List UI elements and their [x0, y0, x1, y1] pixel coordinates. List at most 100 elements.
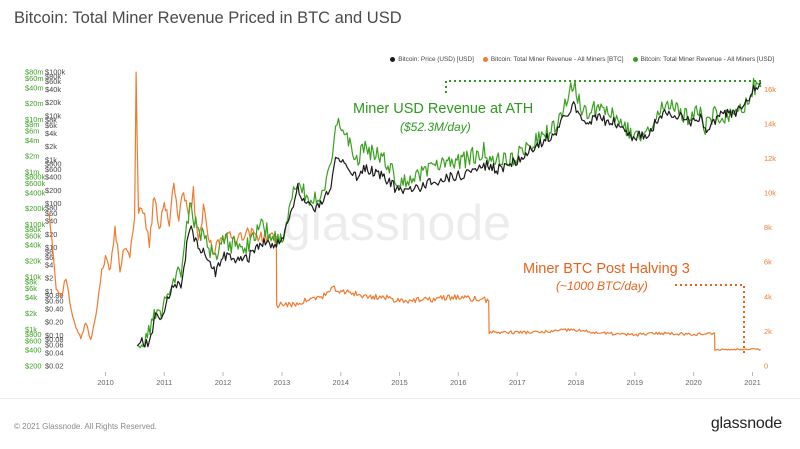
legend-label-price: Bitcoin: Price (USD) [USD] [398, 56, 474, 63]
legend-item-usd-revenue[interactable]: Bitcoin: Total Miner Revenue - All Miner… [632, 56, 774, 63]
price-tick-label: $1k [45, 155, 57, 164]
price-tick-label: $40 [45, 217, 57, 226]
price-tick-label: $60k [45, 77, 61, 86]
x-tick-label: 2010 [97, 378, 113, 387]
usd-revenue-tick-label: $40m [25, 83, 44, 92]
annotation-halving: Miner BTC Post Halving 3 [523, 261, 690, 277]
btc-revenue-tick-label: 2k [764, 327, 772, 336]
ath-annotation-connector [445, 80, 761, 93]
usd-revenue-tick-label: $100k [25, 220, 45, 229]
legend-item-price[interactable]: Bitcoin: Price (USD) [USD] [390, 56, 474, 63]
price-tick-label: $40k [45, 85, 61, 94]
price-tick-label: $4k [45, 129, 57, 138]
usd-revenue-tick-label: $200k [25, 204, 45, 213]
y-axis-usd-revenue: $80m$60m$40m $20m $10m$8m$6m$4m $2m $1m$800k… [25, 68, 45, 371]
price-tick-label: $2k [45, 142, 57, 151]
usd-revenue-tick-label: $4k [25, 293, 37, 302]
btc-revenue-tick-label: 4k [764, 292, 772, 301]
x-axis: 2010 2011 2012 2013 2014 2015 2016 2017 2018 2019… [97, 372, 761, 387]
usd-revenue-tick-label: $8k [25, 277, 37, 286]
price-tick-label: $80k [45, 72, 61, 81]
price-tick-label: $0.40 [45, 304, 64, 313]
price-tick-label: $10 [45, 243, 57, 252]
price-tick-label: $0.06 [45, 341, 64, 350]
price-tick-label: $200 [45, 186, 61, 195]
halving-annotation-connector [675, 284, 745, 355]
price-tick-label: $0.04 [45, 348, 64, 357]
usd-revenue-tick-label: $80k [25, 225, 41, 234]
price-tick-label: $8 [45, 247, 53, 256]
x-tick-label: 2020 [685, 378, 701, 387]
footer-copyright: © 2021 Glassnode. All Rights Reserved. [14, 422, 157, 431]
price-tick-label: $80 [45, 203, 57, 212]
btc-revenue-series-line [47, 71, 761, 351]
price-tick-label: $800 [45, 160, 61, 169]
btc-revenue-tick-label: 8k [764, 223, 772, 232]
usd-revenue-tick-label: $2k [25, 309, 37, 318]
series-layer [47, 71, 762, 351]
price-tick-label: $400 [45, 173, 61, 182]
legend-dot-usd-revenue [632, 57, 638, 62]
usd-revenue-tick-label: $6m [25, 127, 39, 136]
price-tick-label: $6k [45, 121, 57, 130]
price-tick-label: $600 [45, 165, 61, 174]
price-tick-label: $8k [45, 116, 57, 125]
legend-label-btc-revenue: Bitcoin: Total Miner Revenue - All Miner… [490, 56, 624, 63]
btc-revenue-tick-label: 16k [764, 85, 776, 94]
usd-revenue-tick-label: $20k [25, 257, 41, 266]
legend-dot-btc-revenue [482, 57, 488, 62]
usd-revenue-tick-label: $200 [25, 362, 41, 371]
x-tick-label: 2021 [744, 378, 760, 387]
price-tick-label: $10k [45, 111, 61, 120]
price-tick-label: $1 [45, 287, 53, 296]
footer-brand-logo: glassnode [710, 415, 782, 432]
chart-plot-area: glassnode $80m$60m$40m$20m$10m$8m$6m$4m$… [25, 68, 776, 388]
price-tick-label: $0.02 [45, 362, 64, 371]
x-tick-label: 2016 [450, 378, 466, 387]
price-tick-label: $0.80 [45, 291, 64, 300]
price-tick-label: $60 [45, 209, 57, 218]
price-tick-label: $2 [45, 274, 53, 283]
annotation-usd-ath-value: ($52.3M/day) [400, 120, 471, 134]
usd-revenue-tick-label: $1k [25, 325, 37, 334]
usd-revenue-tick-label: $600k [25, 179, 45, 188]
usd-revenue-tick-label: $600 [25, 336, 41, 345]
y-axis-price: $100k$80k$60k$40k $20k $10k$8k$6k$4k $2k $1k… [45, 68, 65, 371]
x-tick-label: 2014 [333, 378, 349, 387]
usd-revenue-tick-label: $800 [25, 330, 41, 339]
usd-revenue-tick-label: $10m [25, 115, 44, 124]
price-tick-label: $0.08 [45, 335, 64, 344]
legend-label-usd-revenue: Bitcoin: Total Miner Revenue - All Miner… [640, 56, 774, 63]
price-tick-label: $0.20 [45, 318, 64, 327]
btc-revenue-tick-label: 6k [764, 258, 772, 267]
price-tick-label: $6 [45, 253, 53, 262]
usd-revenue-tick-label: $6k [25, 284, 37, 293]
x-tick-label: 2012 [215, 378, 231, 387]
usd-revenue-tick-label: $4m [25, 136, 39, 145]
watermark: glassnode [283, 195, 511, 251]
price-tick-label: $0.60 [45, 297, 64, 306]
legend-item-btc-revenue[interactable]: Bitcoin: Total Miner Revenue - All Miner… [482, 56, 624, 63]
usd-revenue-tick-label: $60m [25, 74, 44, 83]
btc-revenue-tick-label: 10k [764, 189, 776, 198]
x-tick-label: 2017 [509, 378, 525, 387]
usd-revenue-tick-label: $10k [25, 272, 41, 281]
footer-divider [0, 398, 800, 399]
usd-revenue-tick-label: $800k [25, 172, 45, 181]
price-tick-label: $20k [45, 98, 61, 107]
price-tick-label: $100k [45, 68, 65, 77]
chart-legend: Bitcoin: Price (USD) [USD] Bitcoin: Tota… [390, 56, 774, 63]
usd-revenue-tick-label: $20m [25, 99, 44, 108]
x-tick-label: 2013 [274, 378, 290, 387]
price-tick-label: $4 [45, 261, 53, 270]
usd-revenue-tick-label: $1m [25, 167, 39, 176]
usd-revenue-tick-label: $8m [25, 120, 39, 129]
usd-revenue-tick-label: $2m [25, 152, 39, 161]
x-tick-label: 2019 [627, 378, 643, 387]
btc-revenue-tick-label: 12k [764, 154, 776, 163]
usd-revenue-tick-label: $400k [25, 188, 45, 197]
chart-title: Bitcoin: Total Miner Revenue Priced in B… [14, 9, 402, 27]
y-axis-btc-revenue: 16k 14k 12k 10k 8k 6k 4k 2k 0 [764, 85, 776, 371]
annotation-usd-ath: Miner USD Revenue at ATH [353, 101, 533, 117]
price-series-line [136, 82, 762, 348]
